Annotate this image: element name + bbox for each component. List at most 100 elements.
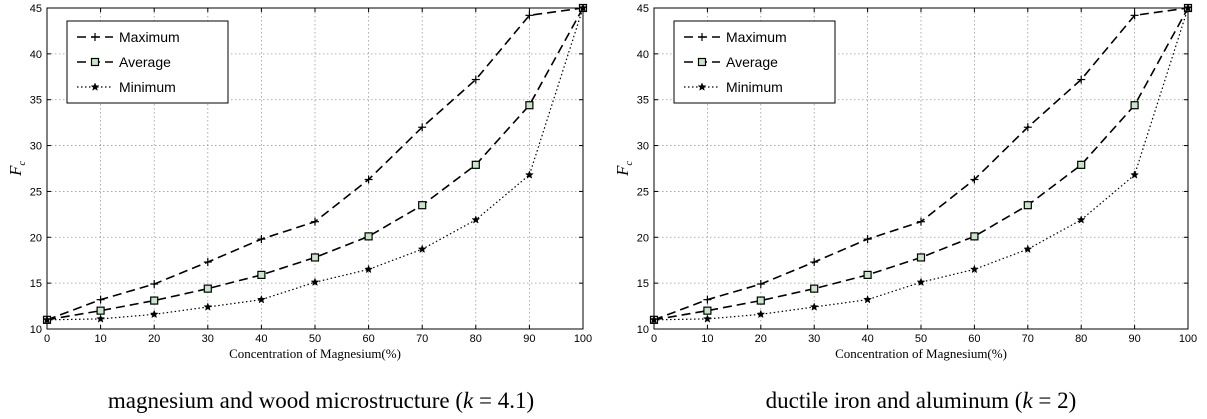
chart-2-point-minimum-6	[969, 264, 979, 274]
chart-2-point-average-1	[703, 306, 712, 315]
chart-1-xtick-label-7: 70	[416, 333, 428, 345]
chart-1-xtick-label-1: 10	[94, 333, 106, 345]
chart-2-ylabel-main: F	[613, 165, 632, 177]
chart-1-point-minimum-4	[256, 294, 266, 304]
chart-1-legend-label-0: Maximum	[119, 29, 180, 45]
chart-1-point-minimum-1	[96, 314, 106, 323]
chart-1-point-average-6	[364, 232, 373, 241]
chart-2: 0 10 20 30 40 50 60 70 80 90 1001015202530354045Ma…	[613, 3, 1197, 413]
chart-2-series-average	[649, 3, 1193, 324]
chart-2-point-minimum-4	[863, 294, 873, 304]
chart-2-series-minimum	[649, 3, 1193, 324]
chart-1-point-average-4	[257, 270, 266, 279]
chart-1-point-minimum-3	[203, 302, 213, 311]
chart-2-point-average-5	[916, 253, 926, 262]
chart-2-xtick-label-7: 70	[1022, 333, 1034, 345]
chart-2-xlabel: Concentration of Magnesium(%)	[835, 346, 1007, 361]
chart-2-ytick-label-3: 25	[637, 186, 649, 198]
chart-1-legend-label-1: Average	[119, 54, 171, 70]
chart-1-xtick-label-3: 30	[202, 333, 214, 345]
chart-2-xtick-label-9: 90	[1128, 333, 1140, 345]
chart-2-ylabel-sub: c	[624, 161, 635, 166]
chart-2-xtick-label-10: 100	[1179, 333, 1197, 345]
chart-1-xlabel: Concentration of Magnesium(%)	[229, 346, 401, 361]
chart-2-point-maximum-8	[1077, 75, 1086, 84]
chart-1-point-maximum-9	[525, 11, 534, 20]
chart-2-legend-marker-1	[697, 57, 707, 67]
chart-2-point-average-4	[863, 270, 872, 279]
chart-1-xtick-label-2: 20	[148, 333, 160, 345]
chart-2-legend: Maximum Average Minimum	[673, 20, 836, 104]
chart-2-point-minimum-9	[1130, 170, 1140, 179]
chart-2-point-average-7	[1023, 201, 1032, 210]
chart-1-xtick-label-9: 90	[523, 333, 535, 345]
chart-1-line-minimum	[46, 7, 584, 321]
chart-2-legend-marker-0	[698, 33, 706, 41]
chart-2-point-average-9	[1130, 101, 1139, 110]
chart-2-xtick-label-1: 10	[701, 333, 713, 345]
chart-1-xtick-label-5: 50	[309, 333, 321, 345]
chart-1-series-minimum	[42, 3, 588, 324]
chart-2-point-average-3	[810, 284, 819, 293]
chart-2-point-maximum-7	[1023, 123, 1032, 132]
chart-2-point-minimum-2	[756, 309, 766, 319]
chart-2-xtick-label-2: 20	[755, 333, 767, 345]
chart-2-point-maximum-5	[917, 217, 925, 226]
chart-2-ytick-label-5: 35	[637, 95, 649, 107]
chart-1-point-maximum-5	[311, 217, 319, 226]
chart-2-point-minimum-5	[916, 277, 926, 287]
chart-2-point-maximum-9	[1130, 11, 1139, 20]
chart-1-ylabel-main: F	[6, 165, 25, 177]
chart-2-axes	[653, 7, 1189, 330]
chart-2-line-minimum	[653, 7, 1189, 321]
chart-2-point-average-6	[970, 232, 979, 241]
chart-1-xtick-label-6: 60	[362, 333, 374, 345]
chart-1-legend-marker-2	[90, 82, 100, 91]
chart-1-point-minimum-2	[149, 309, 159, 319]
chart-2-ytick-label-6: 40	[637, 49, 649, 61]
chart-1-ylabel-sub: c	[17, 161, 28, 166]
chart-1-point-maximum-3	[203, 258, 212, 267]
chart-2-ytick-label-4: 30	[637, 141, 649, 153]
chart-1-xtick-label-0: 0	[44, 333, 50, 345]
chart-1-point-minimum-5	[310, 277, 320, 287]
chart-1-ylabel: Fc	[6, 161, 28, 177]
chart-1-point-maximum-6	[364, 175, 373, 184]
chart-2-point-maximum-3	[810, 258, 819, 267]
chart-2-ytick-label-0: 10	[637, 324, 649, 336]
chart-2-point-maximum-6	[970, 175, 979, 184]
chart-2-point-average-8	[1077, 160, 1086, 169]
chart-1-point-minimum-9	[524, 170, 534, 179]
chart-2-legend-marker-2	[697, 82, 707, 91]
chart-1-ytick-label-7: 45	[30, 3, 42, 15]
chart-2-xtick-label-6: 60	[968, 333, 980, 345]
chart-2-ytick-label-1: 15	[637, 278, 649, 290]
chart-2-point-average-2	[756, 296, 765, 305]
chart-1-point-average-9	[525, 101, 534, 110]
chart-2-xtick-label-4: 40	[861, 333, 873, 345]
chart-1-ytick-label-4: 30	[30, 141, 42, 153]
chart-2-legend-label-2: Minimum	[726, 79, 783, 95]
chart-1-ytick-label-6: 40	[30, 49, 42, 61]
chart-2-ytick-label-7: 45	[637, 3, 649, 15]
chart-2-ytick-label-2: 20	[637, 232, 649, 244]
chart-2-legend-label-0: Maximum	[726, 29, 787, 45]
chart-1-point-average-1	[96, 306, 105, 315]
chart-1-ytick-label-5: 35	[30, 95, 42, 107]
chart-1-ytick-label-1: 15	[30, 278, 42, 290]
chart-2-point-minimum-8	[1076, 215, 1086, 224]
chart-1-point-minimum-7	[417, 244, 427, 254]
chart-2-point-minimum-1	[702, 314, 712, 323]
chart-2-xtick-label-5: 50	[915, 333, 927, 345]
chart-1-point-maximum-1	[96, 295, 105, 304]
chart-1: 0 10 20 30 40 50 60 70 80 90 1001015202530354045Ma…	[6, 3, 592, 413]
chart-1-caption: magnesium and wood microstructure (k = 4…	[108, 388, 534, 413]
chart-1-point-minimum-6	[364, 264, 374, 274]
chart-1-point-maximum-7	[418, 123, 427, 132]
chart-1-point-average-3	[203, 284, 212, 293]
chart-1-xtick-label-10: 100	[574, 333, 592, 345]
chart-1-point-average-5	[310, 253, 320, 262]
chart-1-point-average-2	[150, 296, 159, 305]
chart-1-xtick-label-4: 40	[255, 333, 267, 345]
